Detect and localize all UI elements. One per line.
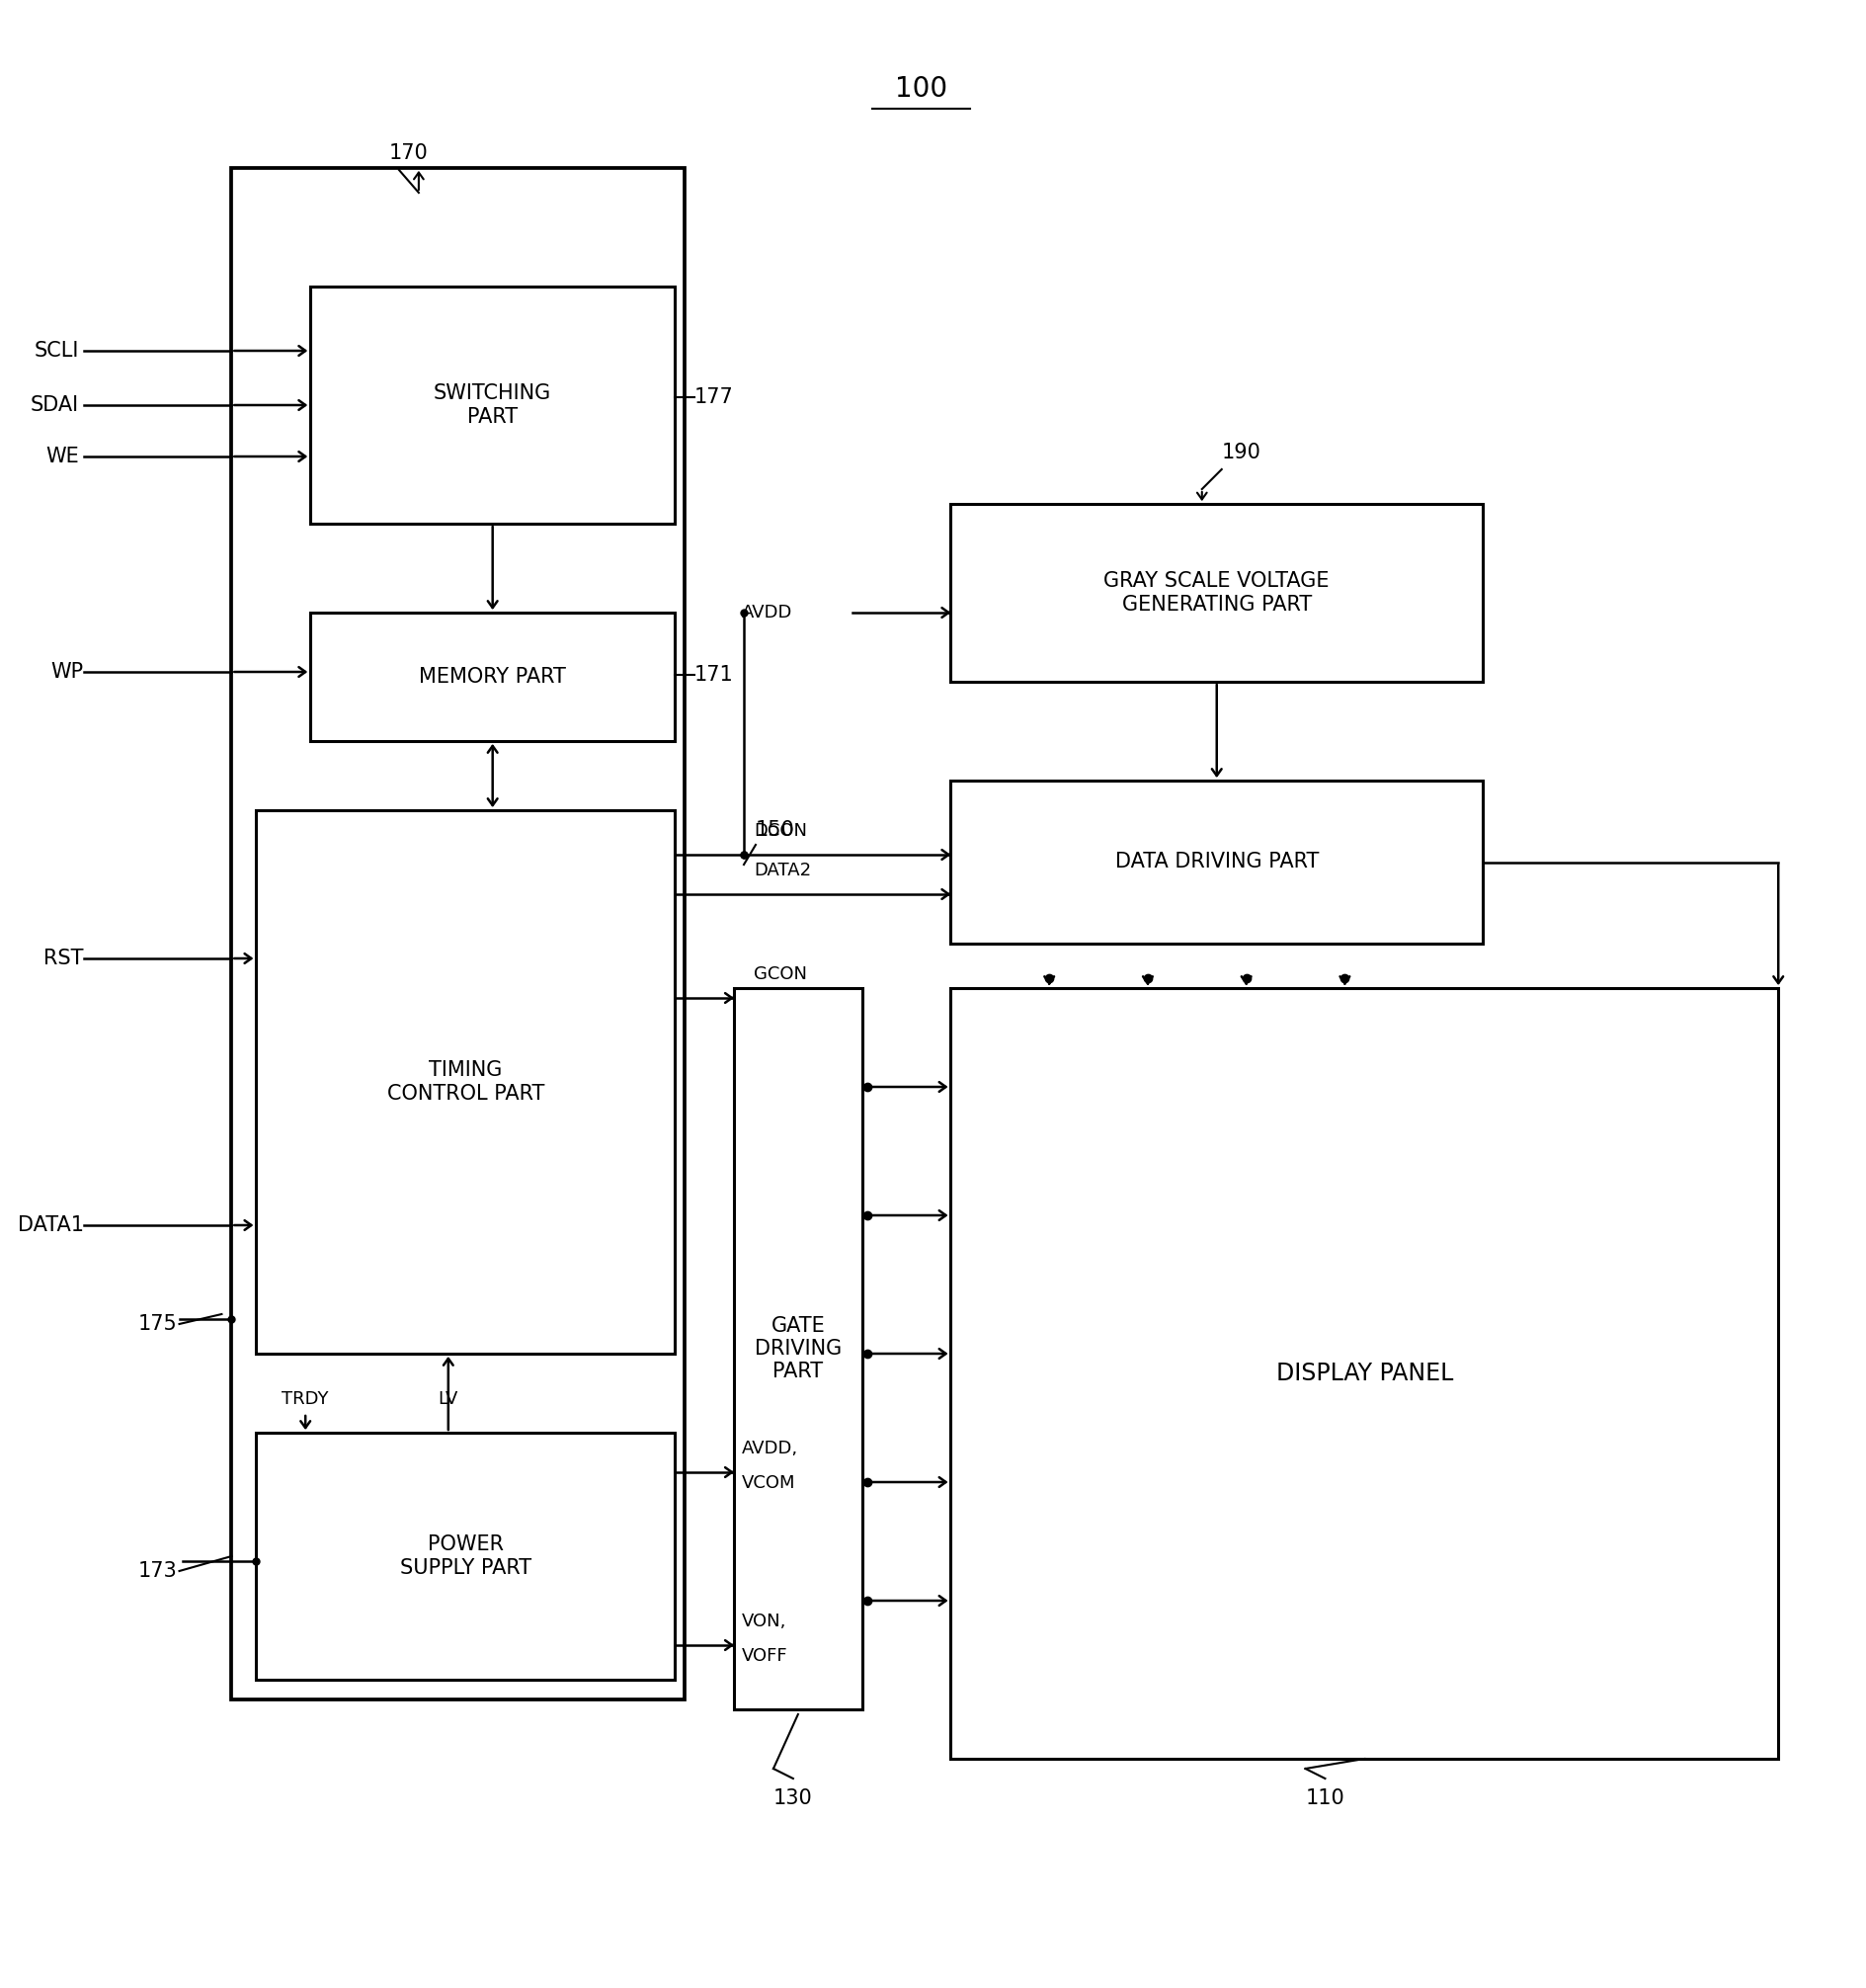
Bar — [310, 612, 675, 742]
Bar — [952, 503, 1483, 682]
Text: 173: 173 — [138, 1561, 177, 1580]
Text: DATA1: DATA1 — [17, 1215, 84, 1235]
Text: VCOM: VCOM — [743, 1475, 795, 1491]
Text: 177: 177 — [694, 388, 733, 408]
Bar — [256, 811, 675, 1354]
Bar — [310, 286, 675, 523]
Text: VON,: VON, — [743, 1612, 787, 1630]
Text: TIMING
CONTROL PART: TIMING CONTROL PART — [386, 1060, 545, 1103]
Text: SCLI: SCLI — [34, 340, 78, 360]
Bar — [231, 167, 685, 1700]
Text: WP: WP — [50, 662, 84, 682]
Text: 190: 190 — [1222, 443, 1261, 463]
Text: 170: 170 — [390, 143, 429, 163]
Text: SWITCHING
PART: SWITCHING PART — [433, 384, 552, 427]
Text: 171: 171 — [694, 664, 733, 684]
Text: DCON: DCON — [754, 823, 806, 839]
Text: AVDD: AVDD — [743, 604, 793, 622]
Text: MEMORY PART: MEMORY PART — [420, 666, 565, 686]
Text: AVDD,: AVDD, — [743, 1439, 799, 1457]
Text: SDAI: SDAI — [30, 396, 78, 415]
Text: LV: LV — [439, 1390, 459, 1408]
Text: GRAY SCALE VOLTAGE
GENERATING PART: GRAY SCALE VOLTAGE GENERATING PART — [1105, 571, 1330, 614]
Text: RST: RST — [43, 948, 84, 968]
Text: DISPLAY PANEL: DISPLAY PANEL — [1276, 1362, 1454, 1386]
Text: 100: 100 — [896, 76, 948, 103]
Bar — [952, 781, 1483, 944]
Text: DATA2: DATA2 — [754, 861, 812, 879]
Bar — [952, 988, 1778, 1759]
Text: DATA DRIVING PART: DATA DRIVING PART — [1114, 853, 1319, 873]
Text: 130: 130 — [774, 1789, 814, 1809]
Bar — [733, 988, 862, 1710]
Text: POWER
SUPPLY PART: POWER SUPPLY PART — [399, 1535, 532, 1578]
Bar — [256, 1433, 675, 1680]
Text: 150: 150 — [756, 821, 795, 839]
Text: GCON: GCON — [754, 966, 806, 984]
Text: TRDY: TRDY — [282, 1390, 328, 1408]
Text: 110: 110 — [1306, 1789, 1345, 1809]
Text: 175: 175 — [138, 1314, 177, 1334]
Text: WE: WE — [45, 447, 78, 467]
Text: GATE
DRIVING
PART: GATE DRIVING PART — [754, 1316, 842, 1382]
Text: VOFF: VOFF — [743, 1648, 787, 1664]
